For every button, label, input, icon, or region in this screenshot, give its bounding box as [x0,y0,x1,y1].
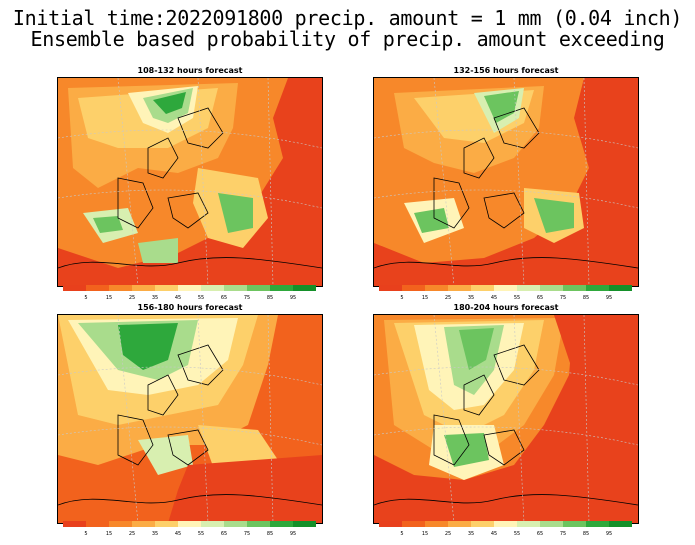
colorbar-segment [63,521,86,527]
colorbar-label: 95 [289,295,297,301]
colorbar-label: 55 [197,295,205,301]
colorbar-label: 15 [421,295,429,301]
colorbar-segment [132,521,155,527]
panel-title: 156-180 hours forecast [137,303,243,312]
colorbar-label: 55 [197,531,205,537]
colorbar-label: 65 [536,295,544,301]
colorbar-segment [178,285,201,291]
panel-title: 180-204 hours forecast [453,303,559,312]
colorbar-label: 35 [467,531,475,537]
colorbar-segment [494,521,517,527]
colorbar-top-left: 5 15 25 35 45 55 65 75 85 95 [63,285,316,301]
colorbar-label: 65 [536,531,544,537]
colorbar-label: 45 [490,531,498,537]
colorbar-segment [178,521,201,527]
colorbar-segment [517,521,540,527]
figure-title-line-1: Initial time:2022091800 precip. amount =… [12,6,683,30]
colorbar-segment [586,521,609,527]
colorbar-segment [609,285,632,291]
probability-map [373,77,639,287]
colorbar-segment [293,285,316,291]
probability-map [57,77,323,287]
colorbar-segment [540,285,563,291]
colorbar-segment [109,521,132,527]
colorbar-label: 35 [151,531,159,537]
colorbar-label: 45 [174,531,182,537]
colorbar-segment [224,521,247,527]
colorbar-segment [471,521,494,527]
colorbar-label: 85 [582,531,590,537]
colorbar-segment [425,521,448,527]
colorbar-segment [247,521,270,527]
colorbar-label: 5 [84,295,88,301]
colorbar-label: 25 [444,531,452,537]
colorbar-label: 95 [605,295,613,301]
colorbar-label: 25 [444,295,452,301]
colorbar-label: 95 [289,531,297,537]
colorbar-label: 55 [513,531,521,537]
colorbar-label: 65 [220,295,228,301]
colorbar-segment [448,285,471,291]
colorbar-label: 55 [513,295,521,301]
colorbar-segment [63,285,86,291]
colorbar-segment [86,521,109,527]
colorbar-label: 95 [605,531,613,537]
colorbar-segment [402,521,425,527]
colorbar-segment [517,285,540,291]
colorbar-segment [155,521,178,527]
colorbar-label: 15 [105,295,113,301]
colorbar-label: 5 [400,295,404,301]
colorbar-segment [132,285,155,291]
colorbar-segment [224,285,247,291]
colorbar-label: 45 [490,295,498,301]
colorbar-label: 35 [151,295,159,301]
colorbar-segment [563,521,586,527]
colorbar-top-right: 5 15 25 35 45 55 65 75 85 95 [379,285,632,301]
colorbar-segment [201,521,224,527]
figure-title-line-2: Ensemble based probability of precip. am… [30,27,665,51]
colorbar-label: 35 [467,295,475,301]
colorbar-label: 85 [582,295,590,301]
colorbar-segment [270,521,293,527]
colorbar-segment [155,285,178,291]
colorbar-segment [494,285,517,291]
colorbar-segment [247,285,270,291]
colorbar-label: 5 [400,531,404,537]
colorbar-label: 5 [84,531,88,537]
panel-title: 132-156 hours forecast [453,66,559,75]
colorbar-segment [201,285,224,291]
probability-map [373,314,639,524]
colorbar-label: 75 [559,295,567,301]
colorbar-segment [425,285,448,291]
colorbar-label: 85 [266,531,274,537]
colorbar-segment [609,521,632,527]
colorbar-label: 15 [421,531,429,537]
colorbar-segment [293,521,316,527]
probability-map [57,314,323,524]
colorbar-bottom-right: 5 15 25 35 45 55 65 75 85 95 [379,521,632,537]
colorbar-label: 25 [128,295,136,301]
colorbar-label: 75 [243,531,251,537]
colorbar-segment [586,285,609,291]
colorbar-label: 65 [220,531,228,537]
colorbar-label: 75 [243,295,251,301]
colorbar-label: 15 [105,531,113,537]
colorbar-segment [379,521,402,527]
colorbar-label: 45 [174,295,182,301]
colorbar-label: 25 [128,531,136,537]
panel-title: 108-132 hours forecast [137,66,243,75]
colorbar-segment [109,285,132,291]
colorbar-segment [379,285,402,291]
colorbar-segment [448,521,471,527]
colorbar-bottom-left: 5 15 25 35 45 55 65 75 85 95 [63,521,316,537]
colorbar-segment [402,285,425,291]
colorbar-label: 75 [559,531,567,537]
colorbar-segment [471,285,494,291]
colorbar-label: 85 [266,295,274,301]
colorbar-segment [540,521,563,527]
colorbar-segment [270,285,293,291]
colorbar-segment [563,285,586,291]
colorbar-segment [86,285,109,291]
